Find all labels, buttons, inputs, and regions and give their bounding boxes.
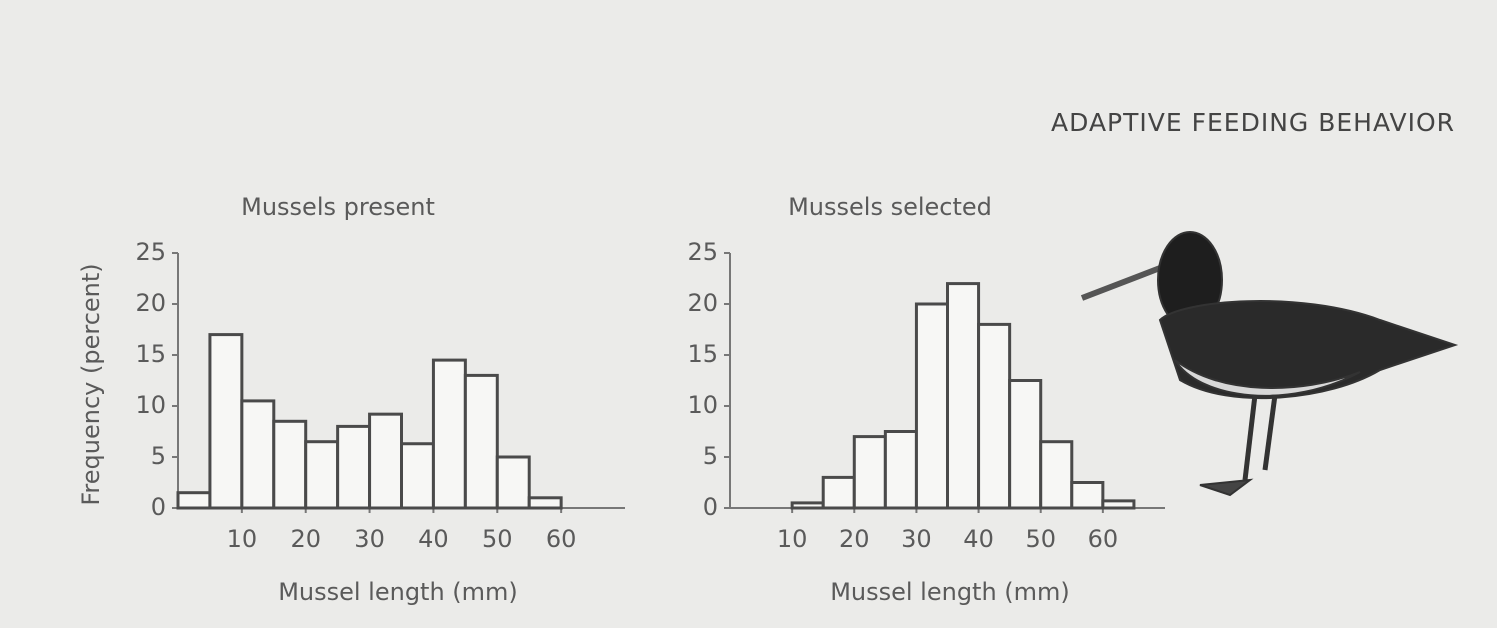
histogram-bar: [242, 401, 274, 508]
x-tick-label: 10: [777, 525, 808, 553]
chart-title: Mussels present: [241, 193, 435, 221]
y-tick-label: 20: [687, 289, 718, 317]
histogram-bar: [948, 284, 979, 508]
histogram-bar: [306, 442, 338, 508]
histogram-bar: [465, 375, 497, 508]
histogram-bar: [210, 335, 242, 508]
x-tick-label: 60: [1088, 525, 1119, 553]
x-axis-label: Mussel length (mm): [830, 578, 1070, 606]
y-tick-label: 0: [151, 493, 166, 521]
histogram-bar: [338, 426, 370, 508]
y-tick-label: 25: [135, 238, 166, 266]
x-tick-label: 20: [839, 525, 870, 553]
figure: ADAPTIVE FEEDING BEHAVIOR Mussels presen…: [0, 0, 1497, 628]
y-tick-label: 20: [135, 289, 166, 317]
histogram-bar: [885, 432, 916, 509]
x-tick-label: 30: [354, 525, 385, 553]
histogram-bar: [370, 414, 402, 508]
y-tick-label: 5: [703, 442, 718, 470]
y-tick-label: 15: [687, 340, 718, 368]
histogram-bar: [497, 457, 529, 508]
x-tick-label: 60: [546, 525, 577, 553]
histogram-bar: [823, 477, 854, 508]
chart-title: Mussels selected: [788, 193, 992, 221]
histogram-bar: [1103, 501, 1134, 508]
x-tick-label: 30: [901, 525, 932, 553]
histogram-bar: [792, 503, 823, 508]
histogram-bar: [402, 444, 434, 508]
histogram-bar: [178, 493, 210, 508]
histogram-bar: [433, 360, 465, 508]
histogram-bar: [274, 421, 306, 508]
y-tick-label: 15: [135, 340, 166, 368]
histogram-bar: [854, 437, 885, 508]
x-tick-label: 40: [963, 525, 994, 553]
x-tick-label: 50: [482, 525, 513, 553]
x-tick-label: 50: [1025, 525, 1056, 553]
histogram-bar: [1072, 483, 1103, 509]
y-tick-label: 25: [687, 238, 718, 266]
running-header: ADAPTIVE FEEDING BEHAVIOR: [1051, 108, 1455, 137]
histogram-bar: [529, 498, 561, 508]
x-tick-label: 20: [290, 525, 321, 553]
histogram-bar: [1041, 442, 1072, 508]
x-tick-label: 10: [227, 525, 258, 553]
x-axis-label: Mussel length (mm): [278, 578, 518, 606]
y-tick-label: 10: [687, 391, 718, 419]
y-tick-label: 5: [151, 442, 166, 470]
histogram-bar: [916, 304, 947, 508]
histogram-bar: [979, 324, 1010, 508]
y-tick-label: 0: [703, 493, 718, 521]
histogram-bar: [1010, 381, 1041, 509]
y-axis-label: Frequency (percent): [77, 263, 105, 505]
y-tick-label: 10: [135, 391, 166, 419]
x-tick-label: 40: [418, 525, 449, 553]
